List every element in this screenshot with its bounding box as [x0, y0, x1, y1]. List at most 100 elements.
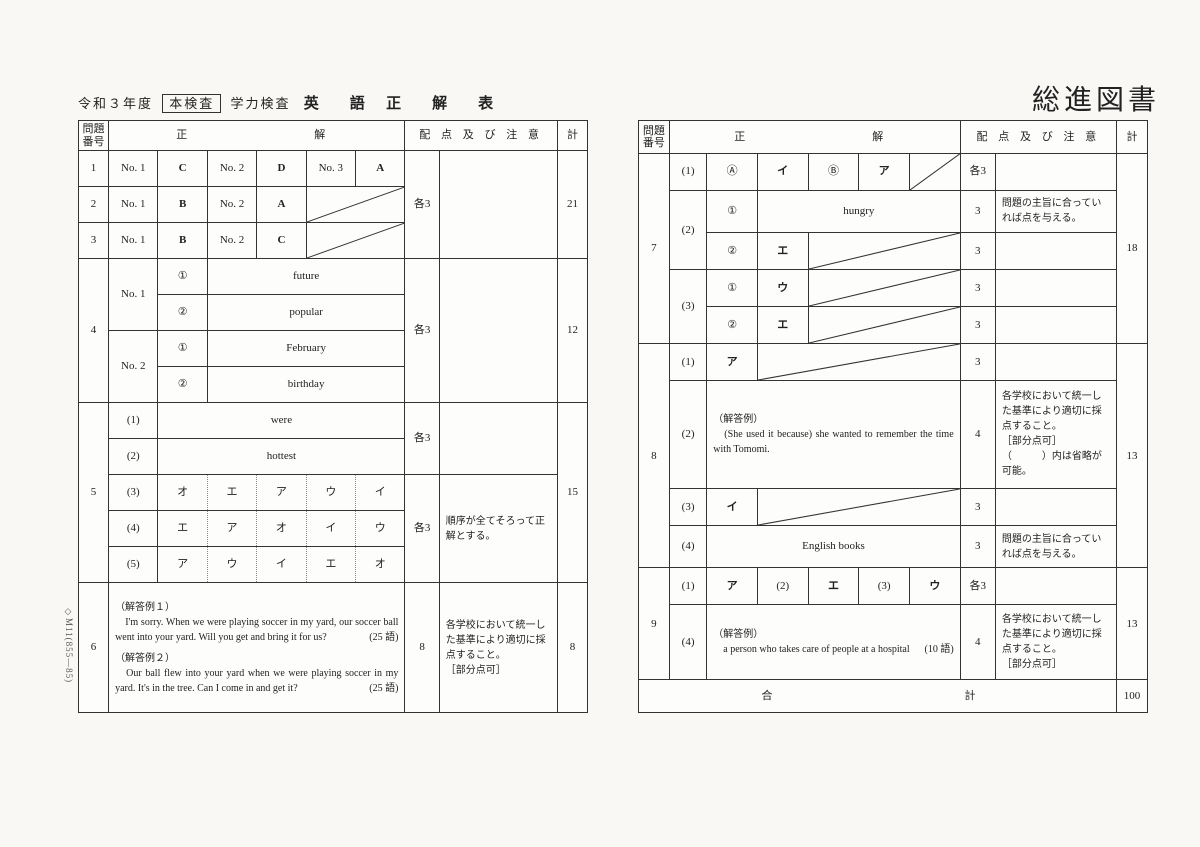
q4-a3: February — [207, 331, 405, 367]
q3-c3: No. 2 — [207, 223, 256, 259]
q9-2note: 各学校において統一した基準により適切に採点すること。 ［部分点可］ — [995, 605, 1116, 680]
q7-3diag1 — [808, 270, 960, 307]
q7-1c2: Ⓑ — [808, 153, 859, 190]
q8-4pts: 3 — [960, 525, 995, 567]
q4-a2: popular — [207, 295, 405, 331]
q5-note35: 順序が全てそろって正解とする。 — [439, 475, 557, 583]
q5-4c4: ウ — [356, 511, 405, 547]
col-qno: 問題番号 — [79, 121, 109, 151]
q6-w2: (25 語) — [369, 681, 398, 696]
col-answer: 正 解 — [109, 121, 405, 151]
q8-2s: (2) — [669, 381, 706, 489]
q7-2s: (2) — [669, 190, 706, 269]
q9-no: 9 — [639, 568, 670, 680]
col-points-notes: 配 点 及 び 注 意 — [405, 121, 557, 151]
q6-total: 8 — [557, 583, 587, 713]
col-answer-r: 正 解 — [669, 121, 960, 154]
q4-total: 12 — [557, 259, 587, 403]
q8-1note — [995, 344, 1116, 381]
q8-total: 13 — [1117, 344, 1148, 568]
q5-3c1: エ — [207, 475, 256, 511]
q5-5c3: エ — [306, 547, 355, 583]
q7-3note2 — [995, 307, 1116, 344]
exam-type: 学力検査 — [231, 96, 291, 111]
q5-5c4: オ — [356, 547, 405, 583]
q5-4c2: オ — [257, 511, 306, 547]
q1-c5: No. 3 — [306, 151, 355, 187]
q9-1s: (1) — [669, 568, 706, 605]
q5-4c1: ア — [207, 511, 256, 547]
q7-2p1: 3 — [960, 190, 995, 232]
q4-a1: future — [207, 259, 405, 295]
q4-n3: ① — [158, 331, 207, 367]
q5-s3: (3) — [109, 475, 158, 511]
q8-4s: (4) — [669, 525, 706, 567]
q2-no: 2 — [79, 187, 109, 223]
q5-total: 15 — [557, 403, 587, 583]
q7-2n1: ① — [707, 190, 758, 232]
q7-1c3: ア — [859, 153, 910, 190]
col-qno-r: 問題番号 — [639, 121, 670, 154]
col-pn-r: 配 点 及 び 注 意 — [960, 121, 1116, 154]
q9-total: 13 — [1117, 568, 1148, 680]
q1-c2: C — [158, 151, 207, 187]
q7-total: 18 — [1117, 153, 1148, 343]
q9-1c2: エ — [808, 568, 859, 605]
q7-3a2: エ — [757, 307, 808, 344]
q8-3a: イ — [707, 488, 758, 525]
q5-pts12: 各3 — [405, 403, 439, 475]
q9-2pts: 4 — [960, 605, 995, 680]
q13-pts: 各3 — [405, 151, 439, 259]
q2-blank-diag — [306, 187, 405, 223]
q4-note — [439, 259, 557, 403]
q7-2p2: 3 — [960, 233, 995, 270]
q1-c3: No. 2 — [207, 151, 256, 187]
q9-1c1: (2) — [757, 568, 808, 605]
q7-1c0: Ⓐ — [707, 153, 758, 190]
q7-3a1: ウ — [757, 270, 808, 307]
q1-c4: D — [257, 151, 306, 187]
q6-no: 6 — [79, 583, 109, 713]
q7-1pts: 各3 — [960, 153, 995, 190]
q6-a2: Our ball flew into your yard when we wer… — [115, 668, 398, 694]
col-total-r: 計 — [1117, 121, 1148, 154]
q1-c1: No. 1 — [109, 151, 158, 187]
side-code: ◇M11(855―85) — [64, 607, 74, 683]
q2-c1: No. 1 — [109, 187, 158, 223]
q7-2a2: エ — [757, 233, 808, 270]
q9-1c4: ウ — [909, 568, 960, 605]
q9-1c0: ア — [707, 568, 758, 605]
q3-no: 3 — [79, 223, 109, 259]
q8-1diag — [757, 344, 960, 381]
q5-3c0: オ — [158, 475, 207, 511]
header-left: 令和３年度 本検査 学力検査 英 語 正 解 表 — [78, 92, 501, 113]
q5-no: 5 — [79, 403, 109, 583]
q9-2cell: （解答例） a person who takes care of people … — [707, 605, 960, 680]
q8-4a: English books — [707, 525, 960, 567]
q5-note12 — [439, 403, 557, 475]
q8-2a: (She used it because) she wanted to reme… — [713, 429, 953, 455]
q4-sub2: No. 2 — [109, 331, 158, 403]
q7-2n2: ② — [707, 233, 758, 270]
q8-3diag — [757, 488, 960, 525]
q1-no: 1 — [79, 151, 109, 187]
q1-c6: A — [356, 151, 405, 187]
q5-4c0: エ — [158, 511, 207, 547]
q4-pts: 各3 — [405, 259, 439, 403]
q6-a1: I'm sorry. When we were playing soccer i… — [115, 617, 398, 643]
q13-note — [439, 151, 557, 259]
q5-4c3: イ — [306, 511, 355, 547]
q6-lbl1: （解答例１） — [115, 602, 175, 613]
q7-3n1: ① — [707, 270, 758, 307]
q5-3c4: イ — [356, 475, 405, 511]
q6-w1: (25 語) — [369, 630, 398, 645]
q5-s5: (5) — [109, 547, 158, 583]
q5-a1: were — [158, 403, 405, 439]
q6-lbl2: （解答例２） — [115, 653, 175, 664]
q5-a2: hottest — [158, 439, 405, 475]
q7-1diag — [909, 153, 960, 190]
q3-blank-diag — [306, 223, 405, 259]
q7-3n2: ② — [707, 307, 758, 344]
q2-c3: No. 2 — [207, 187, 256, 223]
q8-1pts: 3 — [960, 344, 995, 381]
